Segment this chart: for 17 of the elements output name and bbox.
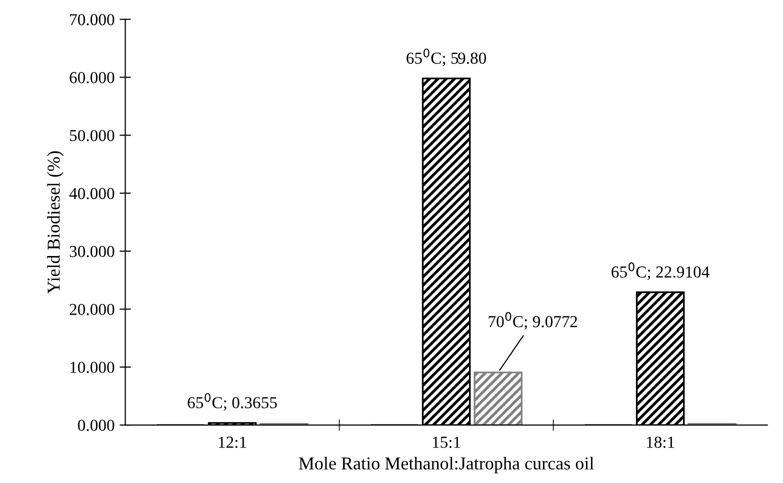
y-tick-label: 0.000 (78, 420, 114, 432)
x-axis-title: Mole Ratio Methanol:Jatropha curcas oil (298, 456, 594, 474)
y-tick-label: 20.000 (70, 304, 114, 316)
y-tick-label: 70.000 (70, 14, 114, 26)
y-tick-label: 40.000 (69, 188, 114, 200)
y-tick-label: 30.000 (70, 246, 114, 258)
y-axis-title: Yield Biodiesel (%) (47, 151, 64, 294)
y-tick-label: 60.000 (70, 72, 114, 84)
x-tick-label: 15:1 (432, 436, 460, 448)
x-tick-label: 12:1 (218, 436, 246, 448)
data-label: 65$^{0}$C; 59.80 (406, 48, 486, 66)
data-label: 65$^{0}$C; 0.3655 (188, 393, 277, 411)
y-tick-label: 50.000 (70, 130, 114, 142)
data-label: 70$^{0}$C; 9.0772 (488, 312, 577, 330)
data-label: 65$^{0}$C; 22.9104 (612, 262, 710, 280)
x-tick-label: 18:1 (646, 436, 674, 448)
y-tick-label: 10.000 (70, 362, 114, 374)
